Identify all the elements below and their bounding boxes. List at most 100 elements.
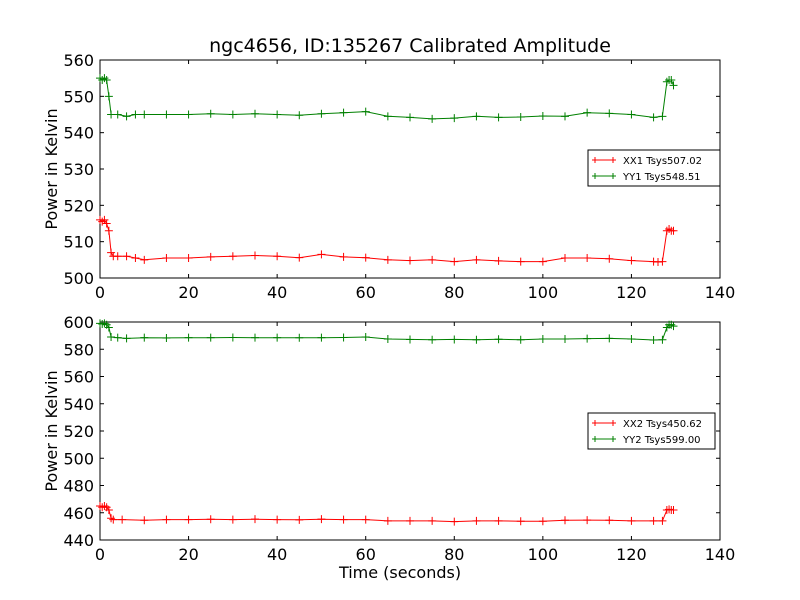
data-point-marker [317, 109, 326, 118]
legend-marker [610, 420, 616, 426]
data-point-marker [113, 333, 122, 342]
data-point-marker [122, 252, 131, 261]
data-point-marker [583, 516, 592, 525]
data-point-marker [107, 332, 116, 341]
data-point-marker [184, 254, 193, 263]
data-point-marker [561, 516, 569, 525]
data-point-marker [317, 333, 326, 342]
data-point-marker [605, 254, 614, 263]
data-point-marker [428, 335, 437, 344]
legend-marker [610, 157, 616, 163]
data-point-marker [273, 333, 282, 342]
data-point-marker [669, 81, 678, 90]
data-point-marker [450, 257, 459, 266]
data-point-marker [140, 255, 149, 264]
legend-entry-label: XX1 Tsys507.02 [623, 156, 702, 167]
y-tick-label: 600 [63, 313, 94, 332]
data-point-marker [361, 332, 370, 341]
data-point-marker [131, 110, 140, 119]
data-point-marker [361, 253, 370, 262]
y-tick-label: 480 [63, 477, 94, 496]
data-point-marker [561, 112, 569, 121]
data-point-marker [472, 516, 481, 525]
legend-entry-label: YY2 Tsys599.00 [622, 435, 701, 446]
data-point-marker [627, 256, 636, 265]
data-point-marker [450, 335, 459, 344]
y-axis-label: Power in Kelvin [42, 370, 61, 491]
legend-marker [592, 436, 598, 442]
legend-box [587, 412, 716, 450]
data-point-marker [472, 112, 481, 121]
data-point-marker [472, 335, 481, 344]
data-point-marker [383, 516, 392, 525]
data-point-marker [649, 516, 658, 525]
data-point-marker [273, 110, 282, 119]
data-point-marker [162, 515, 171, 524]
data-point-marker [494, 335, 503, 344]
data-point-marker [228, 110, 237, 119]
data-point-marker [122, 112, 131, 121]
data-point-marker [658, 257, 667, 266]
data-point-marker [104, 323, 113, 332]
data-point-marker [295, 333, 304, 342]
data-point-marker [583, 254, 592, 263]
x-tick-label: 0 [95, 545, 105, 564]
data-point-marker [206, 333, 215, 342]
x-tick-label: 140 [705, 545, 736, 564]
data-point-marker [561, 335, 569, 344]
data-point-marker [113, 110, 122, 119]
y-tick-label: 560 [63, 51, 94, 70]
x-tick-label: 60 [356, 283, 376, 302]
y-tick-label: 540 [63, 395, 94, 414]
x-tick-label: 140 [705, 283, 736, 302]
data-point-marker [667, 75, 676, 84]
data-point-marker [184, 333, 193, 342]
data-point-marker [206, 109, 215, 118]
data-point-marker [184, 515, 193, 524]
x-axis-label: Time (seconds) [338, 563, 461, 582]
data-point-marker [406, 335, 414, 344]
data-point-marker [228, 252, 237, 261]
x-tick-label: 60 [356, 545, 376, 564]
y-axis-label: Power in Kelvin [42, 108, 61, 229]
data-point-marker [140, 333, 149, 342]
y-tick-label: 580 [63, 340, 94, 359]
data-point-marker [450, 114, 459, 123]
x-tick-label: 20 [178, 283, 198, 302]
data-point-marker [228, 333, 237, 342]
x-tick-label: 40 [267, 545, 287, 564]
data-point-marker [383, 112, 392, 121]
data-point-marker [516, 257, 525, 266]
data-point-marker [339, 252, 348, 261]
data-point-marker [428, 255, 437, 264]
data-point-marker [140, 516, 149, 525]
legend-marker [592, 157, 598, 163]
data-point-marker [104, 92, 113, 101]
x-tick-label: 0 [95, 283, 105, 302]
data-point-marker [206, 515, 215, 524]
data-point-marker [669, 322, 678, 331]
data-point-marker [162, 110, 171, 119]
y-tick-label: 520 [63, 196, 94, 215]
data-point-marker [583, 334, 592, 343]
data-point-marker [605, 334, 614, 343]
data-point-marker [118, 515, 127, 524]
y-tick-label: 500 [63, 449, 94, 468]
data-point-marker [428, 516, 437, 525]
y-tick-label: 440 [63, 531, 94, 550]
y-tick-label: 460 [63, 504, 94, 523]
data-point-marker [102, 219, 111, 228]
data-point-marker [649, 113, 658, 122]
data-point-marker [658, 335, 667, 344]
data-point-marker [113, 252, 122, 261]
data-point-marker [538, 257, 547, 266]
data-point-marker [450, 517, 459, 526]
data-point-marker [669, 506, 678, 515]
data-point-marker [538, 335, 547, 344]
x-tick-label: 120 [616, 545, 647, 564]
data-point-marker [428, 114, 437, 123]
legend-box [587, 149, 721, 187]
data-point-marker [583, 108, 592, 117]
data-point-marker [406, 256, 414, 265]
data-point-marker [383, 335, 392, 344]
